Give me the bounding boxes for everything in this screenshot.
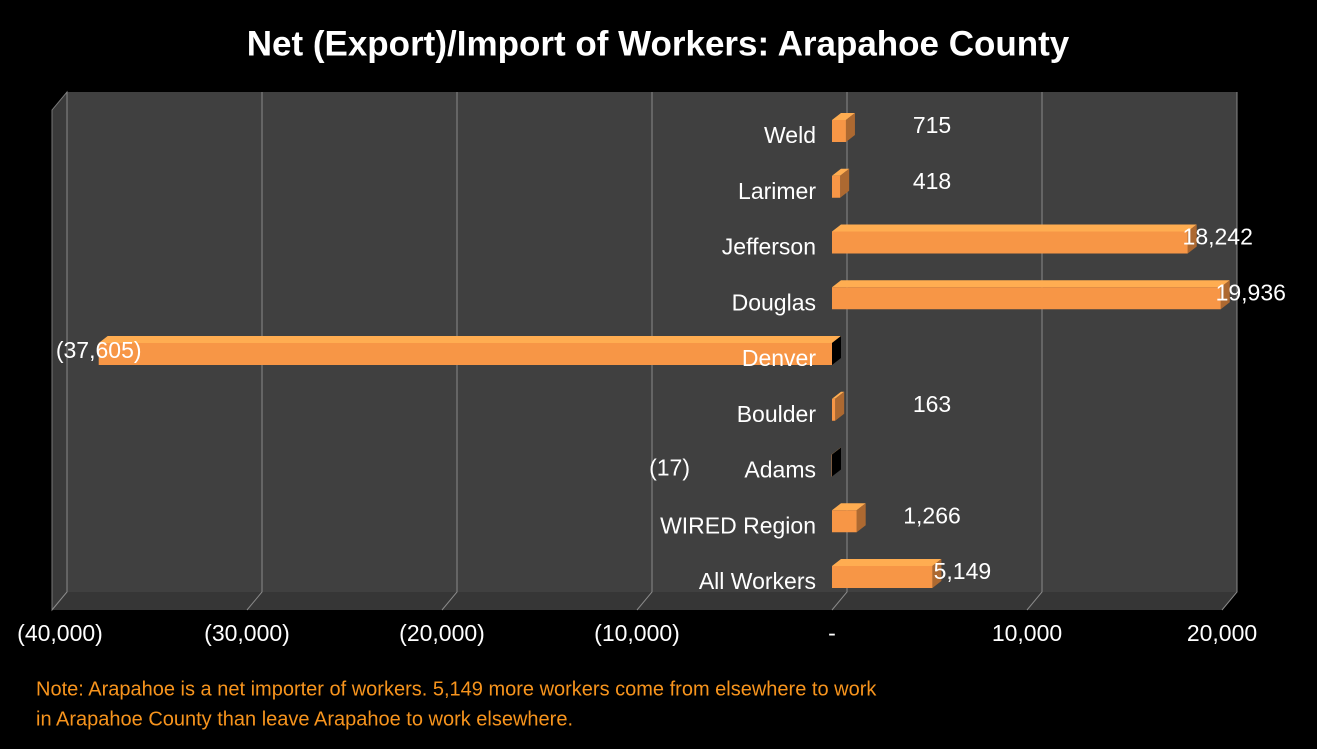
x-tick-label: (20,000) (399, 620, 485, 646)
data-label: 163 (913, 391, 951, 417)
bar-side (1220, 280, 1230, 310)
bar-top (832, 168, 850, 176)
bar (832, 231, 1188, 254)
chart-title: Net (Export)/Import of Workers: Arapahoe… (247, 24, 1070, 63)
data-label: 1,266 (903, 502, 961, 528)
y-tick-label: Boulder (737, 401, 817, 427)
bar-top (832, 224, 1197, 232)
x-tick-label: (30,000) (204, 620, 290, 646)
y-tick-label: Jefferson (722, 234, 816, 260)
y-tick-label: WIRED Region (660, 512, 816, 538)
bar-top (832, 113, 855, 120)
data-label: 5,149 (934, 558, 992, 584)
data-label: 19,936 (1216, 279, 1286, 305)
bar-top (832, 503, 866, 511)
y-tick-label: Denver (742, 345, 816, 371)
bar-side (932, 559, 942, 588)
bar-top (832, 280, 1230, 288)
x-tick-label: (40,000) (17, 620, 103, 646)
x-tick-label: (10,000) (594, 620, 680, 646)
bar (832, 398, 836, 421)
y-tick-label: Larimer (738, 178, 816, 204)
data-label: 418 (913, 168, 951, 194)
grid-line (831, 92, 848, 611)
bar-side (832, 336, 841, 365)
bar-top (831, 447, 841, 455)
bar-side (856, 503, 866, 533)
bar-side (1187, 224, 1197, 254)
note: Note: Arapahoe is a net importer of work… (36, 678, 877, 700)
grid-line (246, 92, 263, 611)
bar-side (845, 113, 855, 142)
bar (832, 566, 933, 588)
y-tick-label: All Workers (699, 568, 816, 594)
y-tick-label: Weld (764, 122, 816, 148)
bar (98, 343, 832, 365)
x-tick-label: 10,000 (992, 620, 1062, 646)
note: in Arapahoe County than leave Arapahoe t… (36, 708, 573, 730)
x-tick-label: 20,000 (1187, 620, 1257, 646)
bar-side (840, 168, 850, 198)
bar (832, 510, 857, 533)
grid-line (441, 92, 458, 611)
grid-line (1026, 92, 1043, 611)
bar (832, 120, 846, 142)
grid-line (636, 92, 653, 611)
y-tick-label: Adams (744, 457, 816, 483)
bar-top (832, 391, 845, 399)
bar (832, 287, 1221, 310)
y-tick-label: Douglas (732, 289, 816, 315)
data-label: 715 (913, 112, 951, 138)
grid-line (51, 92, 68, 611)
bar-top (832, 559, 942, 566)
data-label: (37,605) (56, 337, 142, 363)
data-label: 18,242 (1183, 224, 1253, 250)
x-tick-label: - (828, 620, 836, 646)
bar (832, 175, 841, 198)
bar-top (98, 336, 841, 343)
grid-line (1221, 92, 1238, 611)
bar-side (835, 391, 845, 421)
bar-side (832, 447, 841, 477)
data-label: (17) (649, 455, 690, 481)
